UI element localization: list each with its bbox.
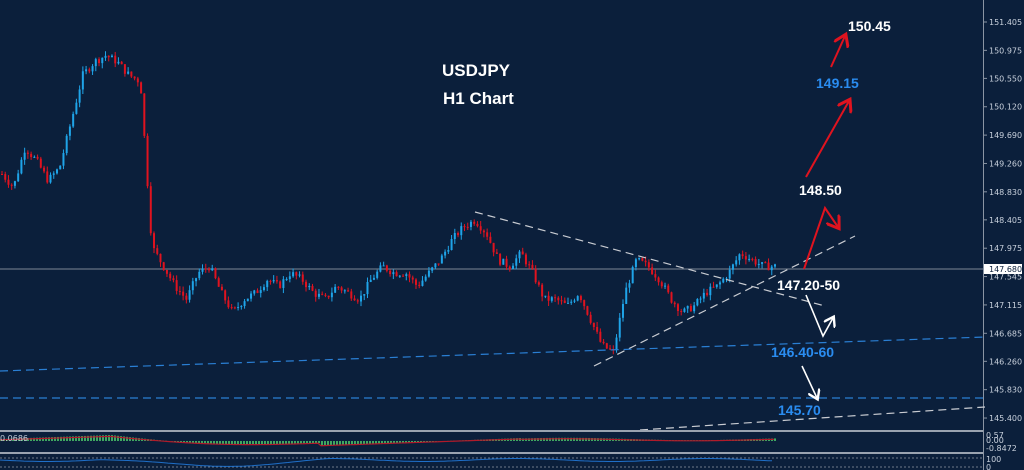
support-lines (0, 336, 986, 399)
svg-text:149.260: 149.260 (989, 159, 1022, 168)
svg-text:145.830: 145.830 (989, 386, 1022, 395)
svg-text:0.0686: 0.0686 (0, 434, 28, 443)
macd-panel: 0.0686 0.57 0.00 -0.8472 (0, 431, 1017, 453)
candlestick-series (1, 51, 776, 355)
ascending-trendline (593, 235, 856, 367)
price-axis: 151.405 150.975 150.550 150.120 149.690 149.2… (983, 18, 1022, 423)
svg-text:150.550: 150.550 (989, 74, 1022, 83)
svg-text:147.115: 147.115 (989, 301, 1022, 310)
svg-text:100: 100 (986, 455, 1001, 464)
lower-trendline (639, 406, 986, 431)
svg-text:146.685: 146.685 (989, 329, 1022, 338)
resistance-148-50: 148.50 (799, 182, 842, 198)
arrow-to-149-15 (805, 101, 849, 178)
target-149-15: 149.15 (816, 75, 859, 91)
arrow-dip-rebound (805, 294, 833, 338)
trendlines (474, 211, 986, 431)
arrow-to-150-45 (830, 36, 845, 68)
svg-text:151.405: 151.405 (989, 18, 1022, 27)
chart-title: USDJPY (442, 61, 511, 80)
svg-text:148.830: 148.830 (989, 188, 1022, 197)
support-146-40-60: 146.40-60 (771, 344, 834, 360)
svg-text:150.120: 150.120 (989, 103, 1022, 112)
svg-text:149.690: 149.690 (989, 131, 1022, 140)
bullish-arrows (803, 36, 849, 270)
svg-text:146.260: 146.260 (989, 357, 1022, 366)
svg-text:0.00: 0.00 (986, 436, 1004, 445)
target-150-45: 150.45 (848, 18, 891, 34)
current-price-tag: 147.680 (984, 264, 1022, 274)
svg-text:0: 0 (986, 463, 991, 470)
svg-text:147.680: 147.680 (989, 265, 1022, 274)
arrow-to-145-70 (801, 365, 817, 398)
support-145-70: 145.70 (778, 402, 821, 418)
svg-text:147.545: 147.545 (989, 273, 1022, 282)
oscillator-panel: 100 0 (0, 455, 1001, 470)
svg-text:145.400: 145.400 (989, 414, 1022, 423)
svg-text:0.57: 0.57 (986, 431, 1004, 440)
support-line-146-40 (0, 336, 986, 372)
support-147-20-50: 147.20-50 (777, 277, 840, 293)
arrow-to-148-50 (803, 205, 838, 270)
svg-text:150.975: 150.975 (989, 46, 1022, 55)
descending-trendline (474, 211, 826, 307)
svg-text:148.405: 148.405 (989, 216, 1022, 225)
bearish-arrows (801, 294, 833, 398)
svg-text:147.975: 147.975 (989, 244, 1022, 253)
svg-text:-0.8472: -0.8472 (986, 444, 1017, 453)
chart-subtitle: H1 Chart (443, 89, 514, 108)
